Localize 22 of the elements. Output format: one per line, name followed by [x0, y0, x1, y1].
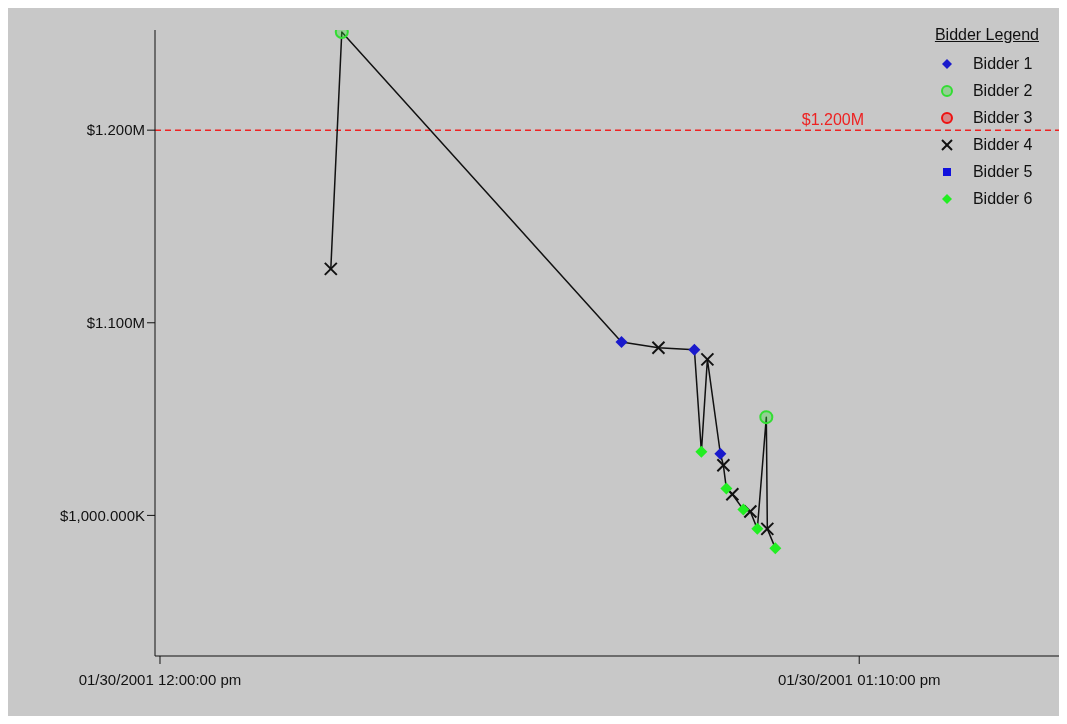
point: [751, 522, 764, 535]
x-tick-label: 01/30/2001 12:00:00 pm: [78, 670, 242, 688]
ref-line-label: $1.200M: [801, 111, 864, 129]
y-tick-label: $1.100M: [86, 314, 145, 332]
y-tick-label: $1,000.000K: [59, 506, 145, 524]
legend-title: Bidder Legend: [934, 26, 1039, 44]
legend-label: Bidder 5: [972, 162, 1033, 181]
point: [615, 336, 628, 349]
x-tick-label: 01/30/2001 01:10:00 pm: [777, 670, 941, 688]
legend-label: Bidder 1: [972, 54, 1033, 73]
point: [769, 542, 782, 555]
y-tick-label: $1.200M: [86, 121, 145, 139]
point: [714, 447, 727, 460]
point: [720, 482, 733, 495]
legend-label: Bidder 3: [972, 108, 1033, 127]
point: [695, 445, 708, 458]
point: [688, 343, 701, 356]
point: [759, 410, 774, 425]
point: [737, 503, 750, 516]
legend-label: Bidder 4: [972, 135, 1033, 154]
legend-label: Bidder 6: [972, 189, 1033, 208]
legend-label: Bidder 2: [972, 81, 1033, 100]
